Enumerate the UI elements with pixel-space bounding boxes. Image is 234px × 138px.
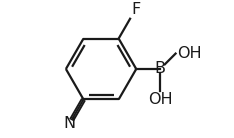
Text: OH: OH xyxy=(177,46,201,61)
Text: N: N xyxy=(64,116,76,131)
Text: B: B xyxy=(155,62,166,76)
Text: OH: OH xyxy=(148,92,172,107)
Text: F: F xyxy=(132,2,141,17)
